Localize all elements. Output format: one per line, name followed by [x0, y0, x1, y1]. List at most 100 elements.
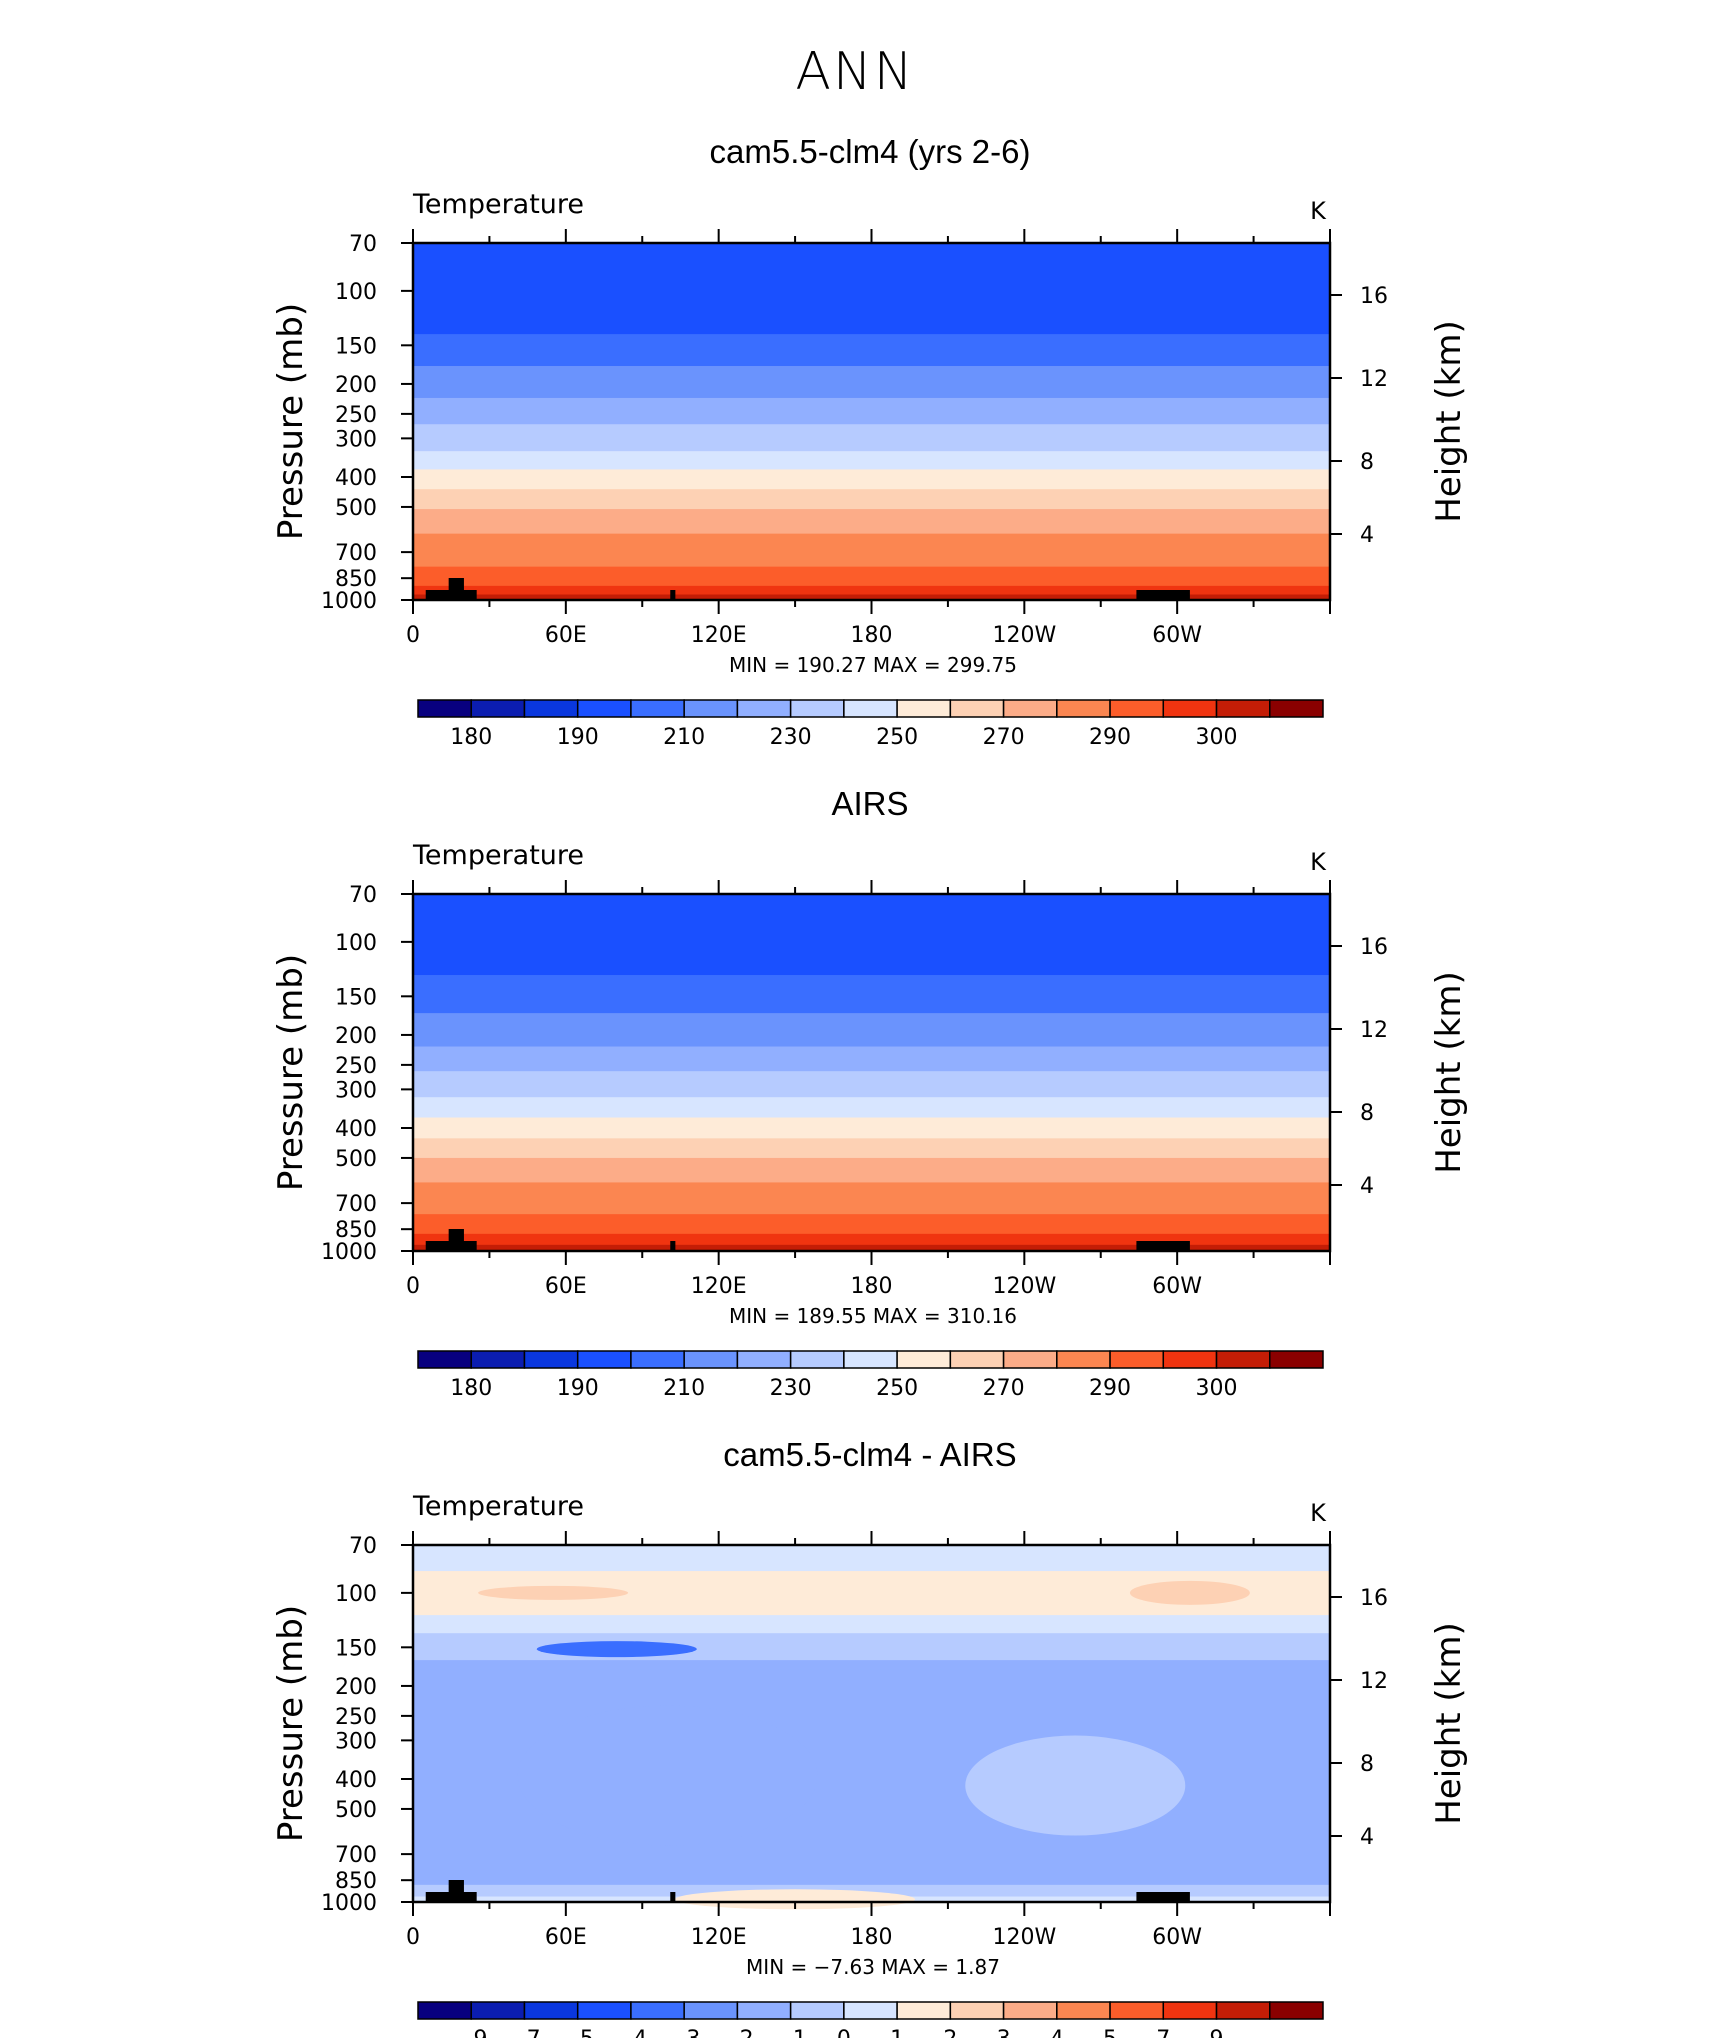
panel-title-model: cam5.5-clm4 (yrs 2-6) — [709, 133, 1031, 170]
x-tick-label: 120W — [992, 1925, 1056, 1950]
colorbar-label: −1 — [774, 2027, 806, 2038]
x-tick-label: 0 — [406, 623, 420, 648]
y-tick-label: 70 — [349, 1534, 377, 1559]
colorbar-swatch — [630, 699, 685, 718]
y-tick-label: 100 — [335, 280, 377, 305]
colorbar-label: 9 — [1210, 2027, 1224, 2038]
colorbar-swatch — [1162, 699, 1218, 718]
contour-band — [413, 1233, 1330, 1246]
y-tick-label: 200 — [335, 373, 377, 398]
topography-mask — [670, 590, 676, 600]
colorbar-swatch — [1215, 1350, 1271, 1369]
x-tick-label: 180 — [851, 1274, 893, 1299]
cold-anomaly — [517, 1705, 818, 1846]
colorbar-label: 300 — [1196, 725, 1238, 750]
y-tick-label: 200 — [335, 1024, 377, 1049]
topography-mask — [448, 1880, 464, 1902]
contour-band — [413, 397, 1330, 425]
y-tick-right-label: 12 — [1360, 1669, 1388, 1694]
colorbar-label: 230 — [770, 1376, 812, 1401]
contour-band — [413, 1117, 1330, 1139]
contour-band — [413, 1157, 1330, 1183]
y-tick-right-label: 4 — [1360, 1825, 1374, 1850]
min-max-stats: MIN = 189.55 MAX = 310.16 — [729, 1304, 1017, 1328]
colorbar-label: 300 — [1196, 1376, 1238, 1401]
colorbar-swatch — [523, 2001, 579, 2020]
units-label: K — [1310, 1499, 1327, 1527]
colorbar-label: −5 — [561, 2027, 593, 2038]
y-tick-right-label: 8 — [1360, 1101, 1374, 1126]
colorbar-swatch — [949, 2001, 1005, 2020]
anomaly-region — [965, 1735, 1186, 1836]
colorbar-label: 270 — [983, 1376, 1025, 1401]
y-tick-right-label: 16 — [1360, 284, 1388, 309]
warm-anomaly — [675, 1889, 916, 1910]
contour-band — [413, 1046, 1330, 1072]
colorbar-swatch — [1269, 2001, 1324, 2020]
colorbar-swatch — [736, 1350, 792, 1369]
colorbar-swatch — [843, 1350, 898, 1369]
colorbar-swatch — [470, 699, 526, 718]
warm-anomaly — [1129, 1580, 1250, 1605]
colorbar-swatch — [470, 2001, 526, 2020]
colorbar-swatch — [576, 2001, 632, 2020]
variable-label: Temperature — [412, 1491, 584, 1522]
colorbar-swatch — [417, 1350, 472, 1369]
contour-band — [413, 894, 1330, 976]
colorbar-swatch — [736, 699, 792, 718]
y-tick-label: 100 — [335, 931, 377, 956]
colorbar-swatch — [1269, 699, 1324, 718]
x-tick-label: 60E — [545, 1274, 587, 1299]
colorbar-swatch — [417, 699, 472, 718]
y-tick-label: 150 — [335, 334, 377, 359]
colorbar-swatch — [843, 699, 898, 718]
y-tick-label: 250 — [335, 1054, 377, 1079]
y-tick-label: 250 — [335, 403, 377, 428]
contour-band — [413, 1884, 1330, 1898]
y-tick-label: 150 — [335, 985, 377, 1010]
contour-band — [413, 509, 1330, 535]
x-tick-label: 60W — [1152, 1925, 1202, 1950]
colorbar-label: 2 — [943, 2027, 957, 2038]
y-tick-label: 100 — [335, 1582, 377, 1607]
colorbar-swatch — [683, 2001, 739, 2020]
contour-band — [413, 1097, 1330, 1119]
y-tick-right-label: 8 — [1360, 450, 1374, 475]
colorbar-label: 190 — [557, 1376, 599, 1401]
y-tick-right-label: 12 — [1360, 1018, 1388, 1043]
colorbar-swatch — [949, 1350, 1005, 1369]
y-tick-label: 300 — [335, 1729, 377, 1754]
topography-mask — [448, 578, 464, 600]
colorbar-swatch — [1002, 1350, 1058, 1369]
y-tick-label: 400 — [335, 466, 377, 491]
topography-mask — [448, 1229, 464, 1251]
contour-band — [413, 243, 1330, 335]
x-tick-label: 60W — [1152, 623, 1202, 648]
y-axis-title-right: Height (km) — [1429, 971, 1469, 1174]
main-title: ANN — [795, 42, 915, 102]
y-tick-label: 500 — [335, 1798, 377, 1823]
variable-label: Temperature — [412, 840, 584, 871]
colorbar-swatch — [683, 699, 739, 718]
colorbar-swatch — [1162, 2001, 1218, 2020]
units-label: K — [1310, 197, 1327, 225]
y-tick-right-label: 12 — [1360, 367, 1388, 392]
colorbar-swatch — [630, 1350, 685, 1369]
colorbar-swatch — [576, 1350, 632, 1369]
chart-1: 0 60E 120E 180 120W 60W7010015020025030040050… — [271, 840, 1469, 1401]
y-tick-label: 700 — [335, 541, 377, 566]
y-tick-label: 1000 — [321, 1891, 377, 1916]
y-axis-title-right: Height (km) — [1429, 320, 1469, 523]
panel-title-diff: cam5.5-clm4 - AIRS — [723, 1436, 1017, 1473]
colorbar-swatch — [789, 2001, 845, 2020]
colorbar-swatch — [1215, 2001, 1271, 2020]
contour-band — [413, 1545, 1330, 1572]
x-tick-label: 0 — [406, 1925, 420, 1950]
chart-0: 0 60E 120E 180 120W 60W7010015020025030040050… — [271, 189, 1469, 750]
colorbar-label: 250 — [876, 1376, 918, 1401]
colorbar-swatch — [1162, 1350, 1218, 1369]
colorbar-swatch — [1269, 1350, 1324, 1369]
colorbar-label: 230 — [770, 725, 812, 750]
topography-mask — [1136, 1241, 1190, 1251]
